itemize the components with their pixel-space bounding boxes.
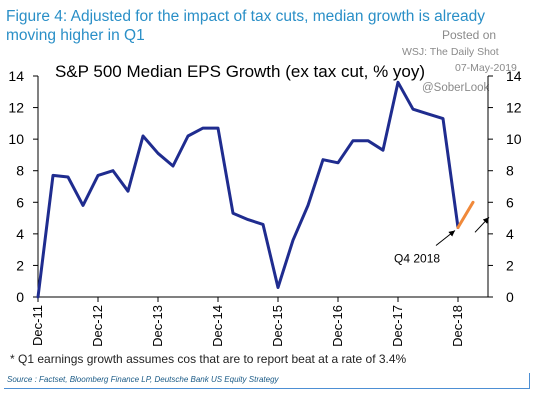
source-note: Source : Factset, Bloomberg Finance LP, …	[7, 375, 279, 384]
frame-bottom-border	[4, 388, 530, 389]
y-axis-right: 0 2 4 6 8 10 12 14	[488, 68, 522, 305]
y-tick-label-left: 2	[16, 257, 24, 273]
q4-2018-arrow	[435, 230, 456, 246]
y-tick-label-right: 14	[506, 68, 522, 84]
q1-estimate-line	[456, 200, 475, 229]
x-tick-label: Dec-18	[450, 305, 465, 347]
y-axis-left: 0 2 4 6 8 10 12 14	[8, 68, 38, 305]
y-tick-label-left: 12	[8, 100, 24, 116]
x-tick-label: Dec-13	[150, 305, 165, 347]
y-tick-label-left: 14	[8, 68, 24, 84]
x-axis: Dec-11 Dec-12 Dec-13 Dec-14 Dec-15 Dec-16 Dec-…	[30, 297, 465, 347]
y-tick-label-right: 6	[506, 194, 514, 210]
frame-right-border	[529, 373, 530, 389]
annotation-layer: Q4 2018	[394, 216, 490, 266]
y-tick-label-right: 8	[506, 163, 514, 179]
social-handle: @SoberLook	[422, 82, 490, 94]
x-tick-label: Dec-11	[30, 305, 45, 346]
y-tick-label-right: 0	[506, 289, 514, 305]
y-tick-label-left: 4	[16, 226, 24, 242]
x-tick-label: Dec-17	[390, 305, 405, 347]
eps-growth-chart: S&P 500 Median EPS Growth (ex tax cut, %…	[8, 62, 522, 347]
q1-estimate-arrow	[474, 216, 490, 233]
y-tick-label-left: 10	[8, 131, 24, 147]
source-tag: WSJ: The Daily Shot	[402, 46, 499, 58]
q4-2018-label: Q4 2018	[394, 252, 440, 266]
y-tick-label-right: 4	[506, 226, 514, 242]
footnote: * Q1 earnings growth assumes cos that ar…	[10, 352, 407, 366]
x-tick-label: Dec-14	[210, 305, 225, 347]
y-tick-label-right: 2	[506, 257, 514, 273]
series-layer	[36, 80, 475, 299]
y-tick-label-right: 10	[506, 131, 522, 147]
posted-on-label: Posted on	[442, 28, 497, 42]
x-tick-label: Dec-15	[270, 305, 285, 347]
y-tick-label-right: 12	[506, 100, 522, 116]
y-tick-label-left: 0	[16, 289, 24, 305]
posted-date: 07-May-2019	[455, 62, 517, 74]
x-tick-label: Dec-16	[330, 305, 345, 347]
chart-title: S&P 500 Median EPS Growth (ex tax cut, %…	[55, 62, 425, 81]
figure-title: Figure 4: Adjusted for the impact of tax…	[6, 8, 486, 44]
y-tick-label-left: 8	[16, 163, 24, 179]
y-tick-label-left: 6	[16, 194, 24, 210]
x-tick-label: Dec-12	[90, 305, 105, 347]
